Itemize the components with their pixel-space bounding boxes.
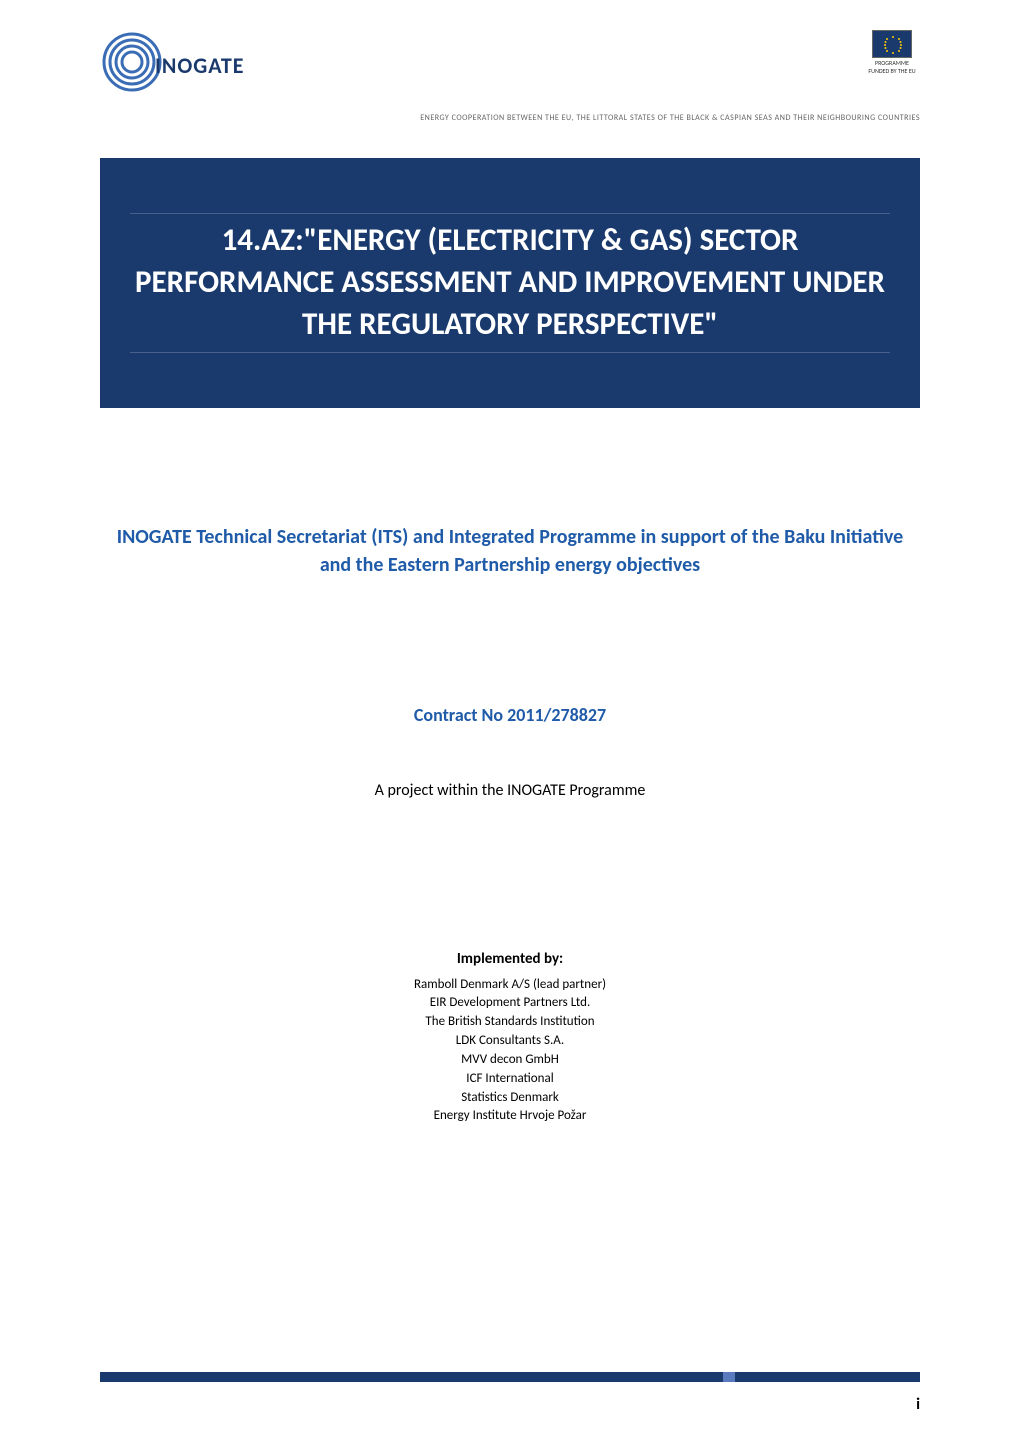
implemented-by-label: Implemented by: — [100, 950, 920, 968]
eu-label-line2: FUNDED BY THE EU — [864, 68, 920, 74]
header-tagline: ENERGY COOPERATION BETWEEN THE EU, THE L… — [100, 113, 920, 123]
contract-number: Contract No 2011/278827 — [100, 704, 920, 726]
document-title: 14.AZ:"ENERGY (ELECTRICITY & GAS) SECTOR… — [130, 213, 890, 353]
inogate-logo-text: INOGATE — [155, 52, 245, 79]
page-number: i — [916, 1395, 920, 1414]
implementer-item: Energy Institute Hrvoje Požar — [100, 1107, 920, 1126]
implementer-item: ICF International — [100, 1070, 920, 1089]
eu-label-line1: PROGRAMME — [864, 60, 920, 66]
eu-flag-icon — [872, 30, 912, 58]
footer-bar — [100, 1372, 920, 1382]
title-banner: 14.AZ:"ENERGY (ELECTRICITY & GAS) SECTOR… — [100, 158, 920, 408]
implementer-item: The British Standards Institution — [100, 1013, 920, 1032]
project-description: A project within the INOGATE Programme — [100, 781, 920, 800]
implementer-item: MVV decon GmbH — [100, 1051, 920, 1070]
implementer-item: Statistics Denmark — [100, 1089, 920, 1108]
document-subtitle: INOGATE Technical Secretariat (ITS) and … — [100, 523, 920, 579]
implementer-item: LDK Consultants S.A. — [100, 1032, 920, 1051]
page-header: INOGATE PROGRAMME FUNDED BY THE EU — [100, 30, 920, 105]
implementer-item: EIR Development Partners Ltd. — [100, 994, 920, 1013]
eu-logo: PROGRAMME FUNDED BY THE EU — [864, 30, 920, 86]
implementer-item: Ramboll Denmark A/S (lead partner) — [100, 976, 920, 995]
implementers-list: Ramboll Denmark A/S (lead partner) EIR D… — [100, 976, 920, 1127]
document-page: INOGATE PROGRAMME FUNDED BY THE EU — [0, 0, 1020, 1442]
inogate-logo: INOGATE — [100, 30, 280, 105]
